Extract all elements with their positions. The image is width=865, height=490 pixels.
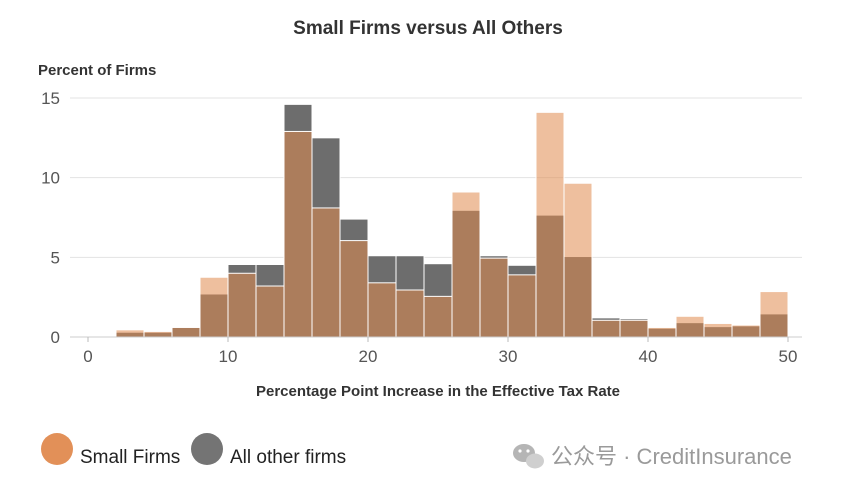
- y-tick-label: 5: [51, 248, 60, 267]
- bar-small-firms: [507, 274, 537, 338]
- y-tick-label: 0: [51, 328, 60, 347]
- y-tick-label: 10: [41, 169, 60, 188]
- bar-small-firms: [647, 326, 677, 338]
- y-tick-label: 15: [41, 89, 60, 108]
- bar-small-firms: [563, 182, 593, 338]
- bar-small-firms: [227, 272, 257, 338]
- y-axis-label: Percent of Firms: [38, 62, 156, 79]
- legend-item-small-firms: Small Firms: [41, 433, 180, 468]
- legend-swatch-small-firms: [41, 433, 73, 465]
- chart-title: Small Firms versus All Others: [293, 18, 563, 39]
- bar-small-firms: [451, 191, 481, 338]
- bar-small-firms: [283, 130, 313, 338]
- bar-small-firms: [731, 324, 761, 338]
- bar-small-firms: [143, 330, 173, 338]
- legend-swatch-all-other-firms: [191, 433, 223, 465]
- bar-small-firms: [591, 319, 621, 338]
- x-tick-label: 20: [359, 347, 378, 366]
- x-tick-label: 10: [219, 347, 238, 366]
- legend-label-all-other-firms: All other firms: [230, 447, 346, 468]
- x-tick-label: 40: [639, 347, 658, 366]
- bar-small-firms: [619, 319, 649, 338]
- bar-small-firms: [339, 240, 369, 338]
- legend-label-small-firms: Small Firms: [80, 447, 180, 468]
- x-tick-label: 50: [779, 347, 798, 366]
- legend-item-all-other-firms: All other firms: [191, 433, 346, 468]
- watermark: 公众号 · CreditInsurance: [513, 444, 792, 469]
- bar-small-firms: [535, 111, 565, 338]
- legend: Small Firms All other firms: [41, 433, 346, 468]
- gridlines: [70, 97, 802, 258]
- x-tick-label: 0: [83, 347, 92, 366]
- x-tick-label: 30: [499, 347, 518, 366]
- x-axis-ticks: 0 10 20 30 40 50: [83, 337, 797, 366]
- bar-small-firms: [423, 295, 453, 338]
- bar-small-firms: [367, 282, 397, 338]
- bars: [87, 103, 789, 338]
- bar-small-firms: [759, 291, 789, 338]
- y-axis-ticks: 0 5 10 15: [41, 89, 60, 347]
- bar-small-firms: [255, 285, 285, 338]
- bar-small-firms: [311, 207, 341, 338]
- bar-small-firms: [675, 315, 705, 338]
- x-axis-label: Percentage Point Increase in the Effecti…: [256, 383, 620, 400]
- bar-small-firms: [703, 322, 733, 338]
- bar-small-firms: [479, 257, 509, 338]
- wechat-icon: [513, 444, 544, 469]
- bar-small-firms: [171, 326, 201, 338]
- bar-small-firms: [395, 289, 425, 338]
- watermark-text: 公众号 · CreditInsurance: [551, 444, 792, 469]
- bar-small-firms: [115, 329, 145, 338]
- bar-small-firms: [199, 276, 229, 338]
